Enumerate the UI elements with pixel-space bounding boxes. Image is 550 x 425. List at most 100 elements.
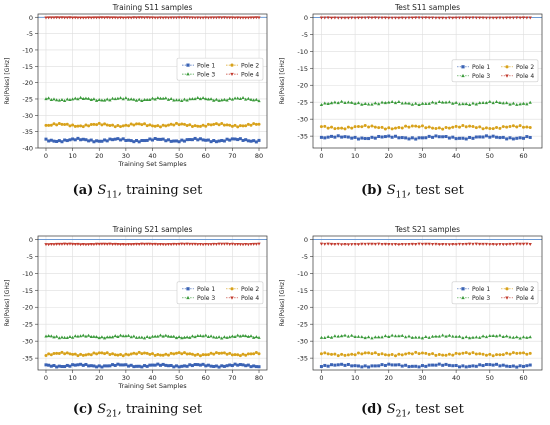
data-point [518,364,522,368]
data-point [156,243,160,247]
data-point [118,16,123,20]
data-point [169,363,173,367]
y-tick-label: -30 [22,338,33,346]
data-point [188,363,192,367]
data-point [363,16,367,20]
data-point [326,126,330,130]
y-tick-label: -20 [297,82,308,90]
plot-area-frame [37,235,268,371]
data-point [44,243,48,247]
data-point [225,335,229,339]
data-point [454,243,458,247]
data-point [177,365,181,369]
data-point [78,16,83,20]
data-point [153,353,157,357]
data-point [329,101,334,105]
data-point [451,125,455,129]
data-point [346,100,351,104]
y-tick-label: -5 [27,30,33,38]
data-point [494,243,499,247]
data-point [390,99,394,103]
data-point [444,125,448,129]
data-point [515,16,519,20]
data-point [447,363,451,367]
data-point [387,16,391,20]
data-point [124,334,128,338]
data-point [214,122,218,126]
data-point [201,138,205,142]
y-tick-label: -5 [302,31,308,39]
data-point [206,353,210,357]
legend-swatch-marker [505,296,509,300]
data-point [124,96,128,100]
data-point [209,123,213,127]
data-point [451,135,455,139]
data-point [108,16,112,20]
data-point [71,352,75,356]
data-point [350,352,354,356]
data-point [148,352,152,356]
data-point [196,243,200,247]
data-point [110,96,115,100]
data-point [182,16,187,20]
caption-subscript: 21 [395,409,408,420]
data-point [164,139,168,143]
data-point [204,97,208,101]
data-point [474,102,478,106]
data-point [230,334,235,338]
data-point [228,138,232,142]
data-point [188,123,192,127]
data-point [79,138,83,142]
data-point [390,363,394,367]
legend: Pole 1 Pole 3 Pole 2 Pole 4 [176,57,264,81]
data-point [468,124,472,128]
data-point [100,123,104,127]
data-point [68,364,72,368]
data-point [228,335,232,339]
data-point [397,125,401,129]
data-point [111,123,115,127]
data-point [84,362,88,366]
data-point [225,352,229,356]
data-point [457,125,461,129]
data-point [244,353,248,357]
data-point [434,16,438,20]
data-point [350,243,354,247]
data-point [180,122,184,126]
data-point [119,138,123,142]
data-point [140,352,144,356]
data-point [121,363,125,367]
data-point [326,334,330,338]
data-point [135,139,139,143]
data-point [233,137,237,141]
data-point [481,242,485,246]
data-point [198,124,202,128]
data-point [124,123,128,127]
data-point [100,365,104,369]
data-point [518,16,522,20]
data-point [504,101,509,105]
data-point [113,125,117,129]
data-point [140,16,144,20]
data-point [65,97,69,101]
data-point [373,125,377,129]
data-point [44,16,48,20]
data-point [145,351,149,355]
data-point [89,364,93,368]
data-point [169,16,173,20]
data-point [57,139,61,143]
y-tick-label: -35 [297,355,308,363]
data-point [525,335,529,339]
data-point [111,352,115,356]
legend-entry-label: Pole 2 [516,64,534,71]
data-point [252,16,256,20]
data-point [478,242,482,246]
data-point [468,352,472,356]
data-point [209,243,213,247]
data-point [225,98,229,102]
legend-swatch-marker [505,74,509,78]
data-point [169,243,173,247]
data-point [111,363,115,367]
data-point [528,135,532,139]
data-point [488,333,492,337]
